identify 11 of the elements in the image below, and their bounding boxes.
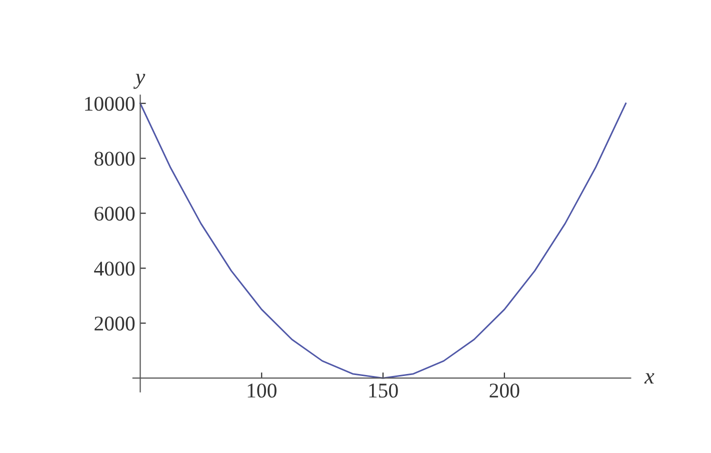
y-tick-label: 2000 (94, 316, 135, 331)
y-tick-label: 4000 (94, 262, 135, 276)
y-tick-label: 6000 (94, 206, 135, 221)
x-tick-label: 200 (490, 384, 520, 398)
y-tick-label: 10000 (85, 96, 135, 111)
x-tick-label: 150 (369, 384, 398, 398)
x-tick-label: 100 (248, 384, 276, 398)
y-tick-label: 8000 (94, 152, 135, 166)
x-axis-title: x (644, 373, 654, 384)
line-series (139, 102, 627, 379)
y-axis-title: y (133, 74, 146, 89)
